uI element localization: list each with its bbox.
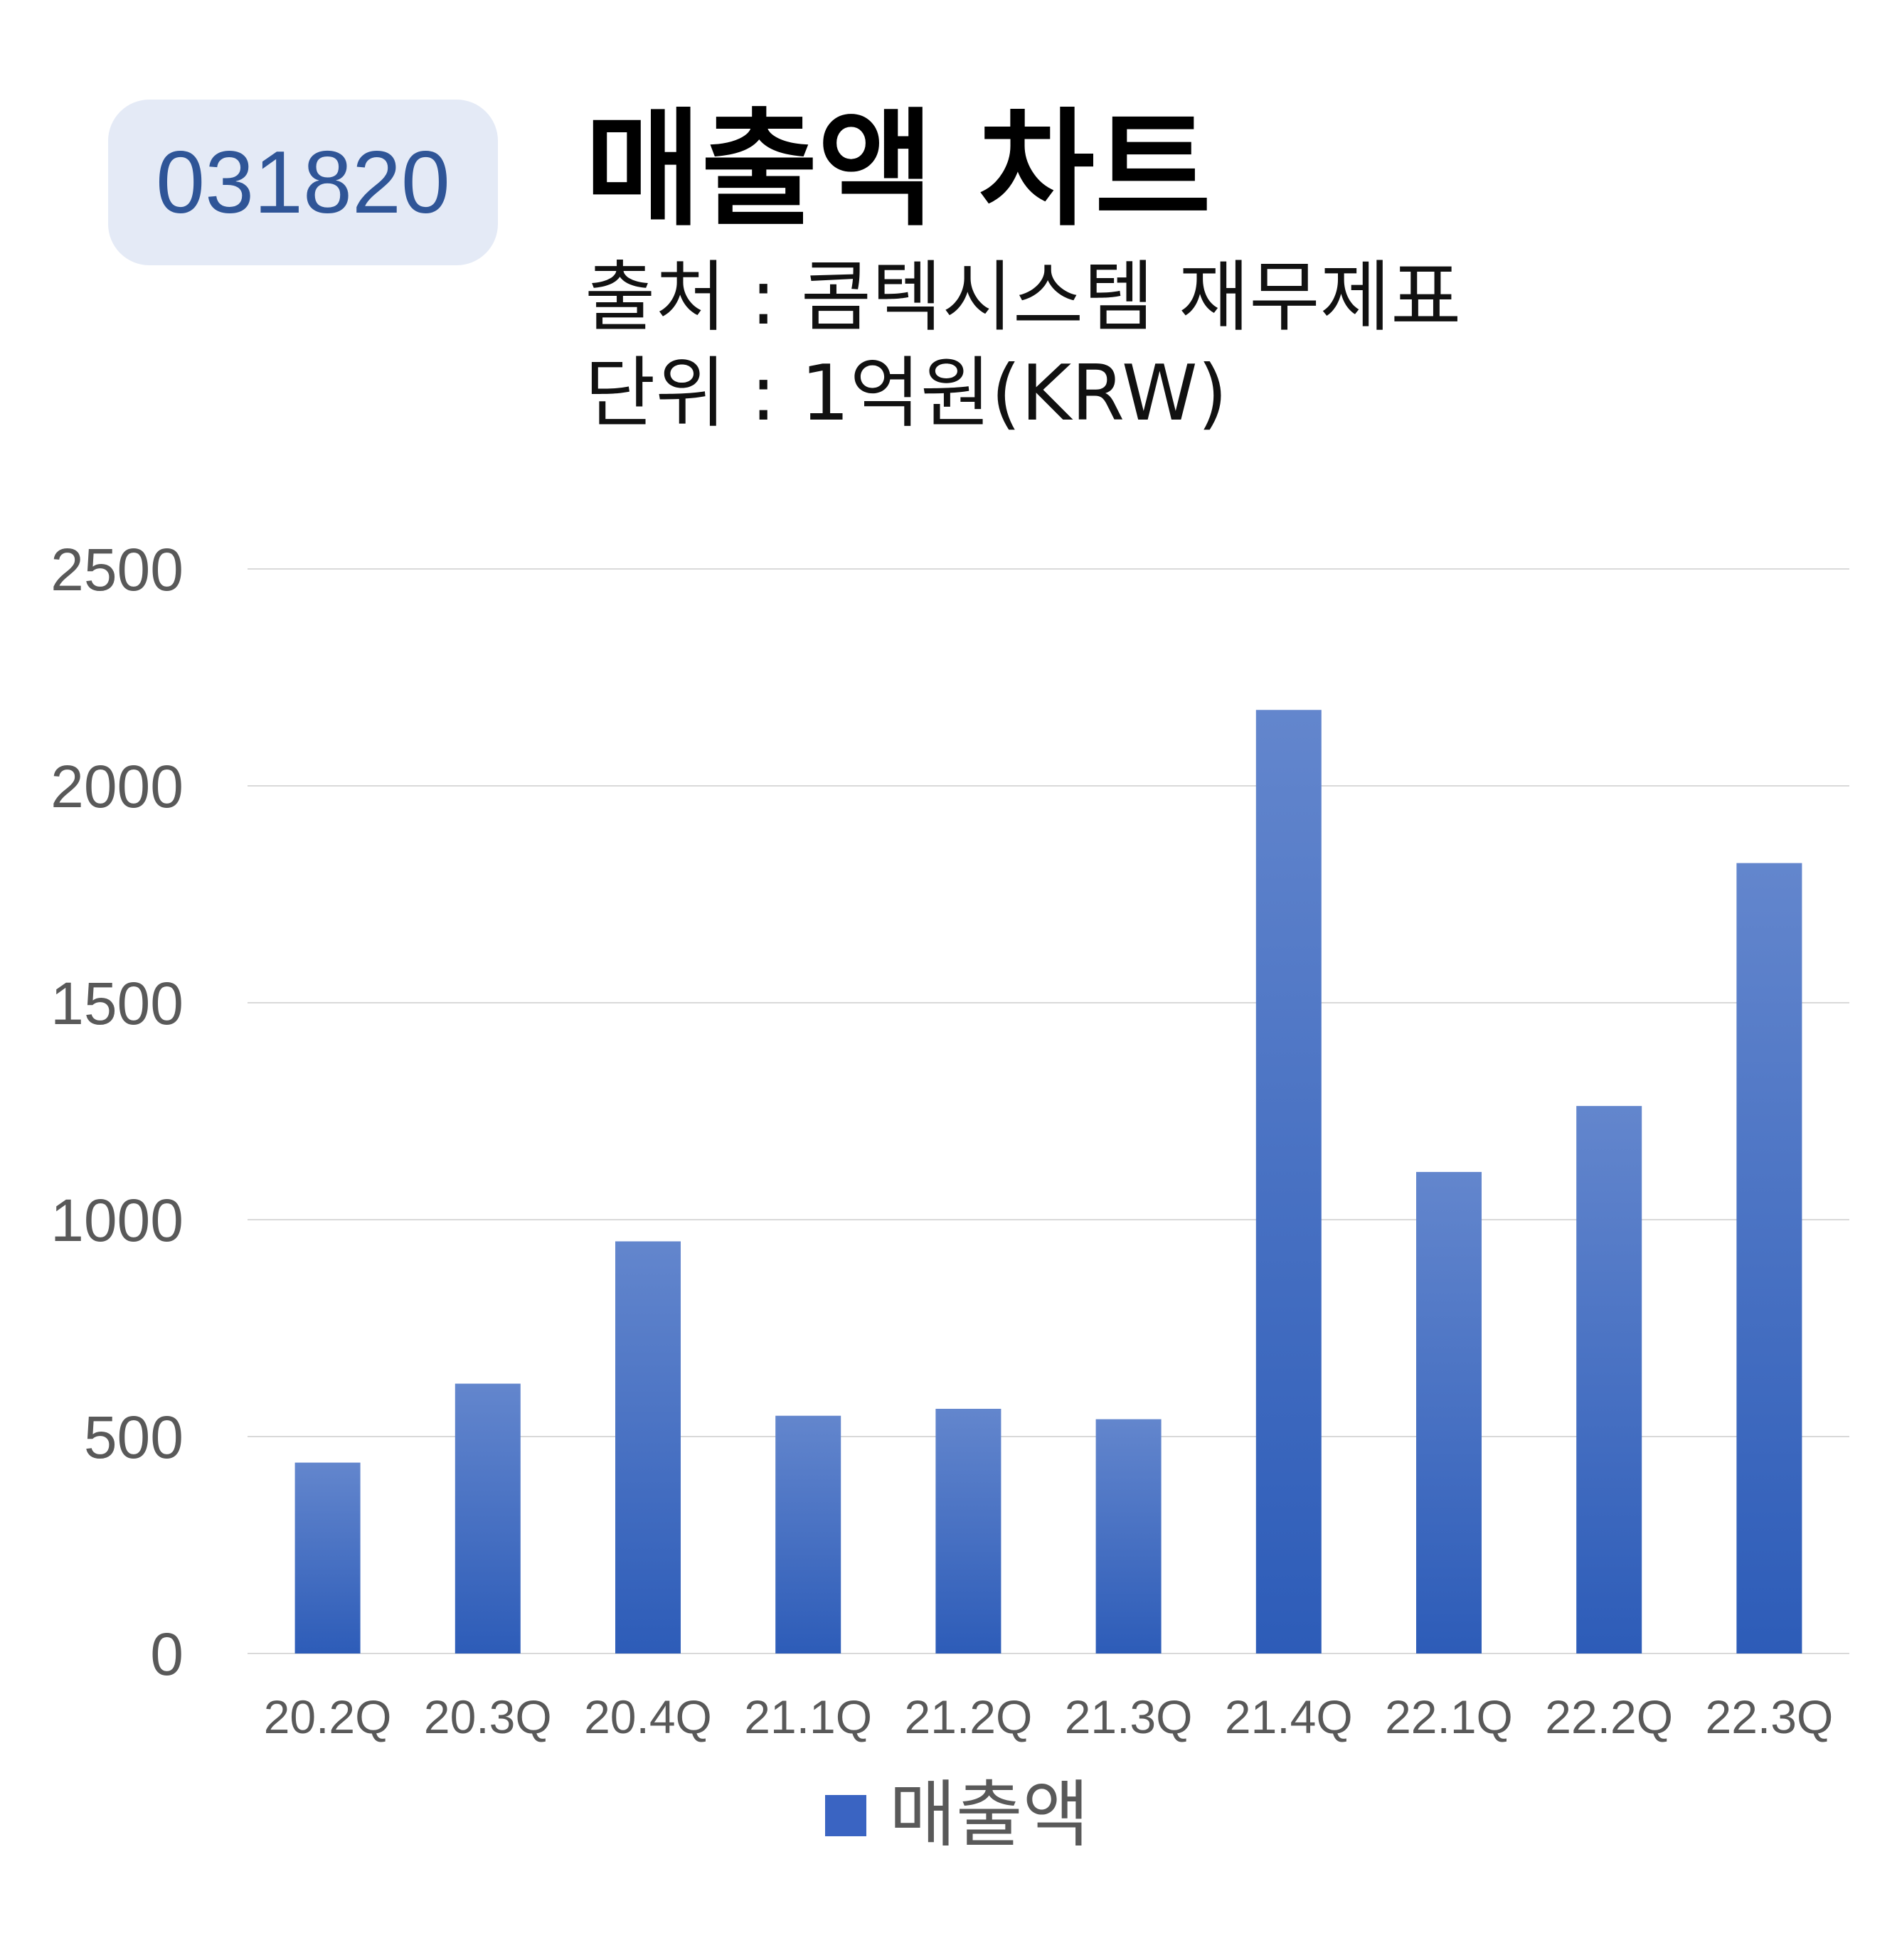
ticker-badge: 031820 [108,100,498,265]
legend-label: 매출액 [889,1773,1090,1858]
x-tick-label: 21.2Q [905,1690,1033,1743]
x-tick-label: 20.3Q [424,1690,552,1743]
y-tick-label: 2500 [51,536,184,603]
unit-note: 단위 : 1억원(KRW) [585,349,1228,438]
x-axis-ticks: 20.2Q 20.3Q 20.4Q 21.1Q 21.2Q 21.3Q 21.4Q 22.1Q… [264,1690,1834,1743]
bar-20.2Q [294,1462,361,1653]
source-note: 출처 : 콤텍시스템 재무제표 [585,253,1462,342]
y-tick-label: 2000 [51,753,184,820]
y-tick-label: 0 [150,1621,184,1688]
chart-title: 매출액 차트 [585,96,1211,243]
y-tick-label: 500 [84,1404,184,1471]
bar-21.4Q [1255,710,1322,1653]
bar-20.3Q [455,1383,521,1653]
bar-20.4Q [615,1241,681,1653]
ticker-code: 031820 [156,133,450,232]
x-tick-label: 22.1Q [1385,1690,1513,1743]
x-tick-label: 21.4Q [1225,1690,1353,1743]
x-tick-label: 22.3Q [1706,1690,1834,1743]
y-tick-label: 1000 [51,1187,184,1254]
bar-21.3Q [1095,1419,1162,1653]
y-tick-label: 1500 [51,970,184,1037]
x-tick-label: 20.4Q [584,1690,712,1743]
x-tick-label: 20.2Q [264,1690,392,1743]
bar-21.2Q [935,1408,1001,1653]
legend-swatch [825,1795,866,1836]
bar-22.3Q [1736,863,1802,1653]
bar-22.1Q [1416,1171,1482,1653]
y-axis-ticks: 0 500 1000 1500 2000 2500 [51,536,184,1688]
legend: 매출액 [825,1779,1090,1852]
x-tick-label: 22.2Q [1545,1690,1673,1743]
bars [294,710,1802,1653]
bar-22.2Q [1576,1106,1642,1653]
x-tick-label: 21.1Q [744,1690,872,1743]
x-tick-label: 21.3Q [1065,1690,1193,1743]
bar-21.1Q [775,1415,841,1653]
